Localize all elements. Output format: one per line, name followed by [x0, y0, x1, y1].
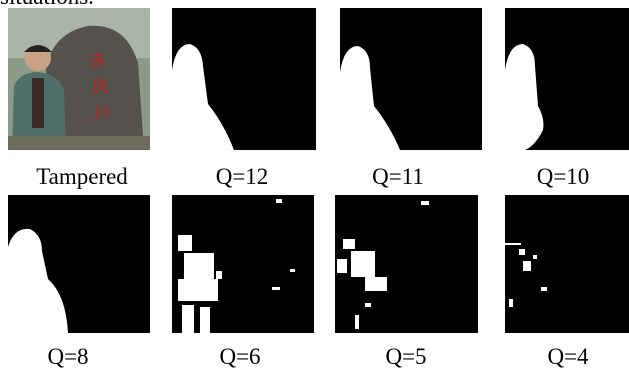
photo: 赤 凤 川 [8, 8, 150, 150]
caption: Q=10 [537, 164, 590, 189]
caption: Q=5 [385, 344, 426, 369]
figure: situations. 赤 凤 川 [0, 0, 629, 371]
mask [335, 195, 478, 333]
svg-text:赤: 赤 [90, 52, 106, 70]
caption: Q=11 [372, 164, 424, 189]
caption: Q=12 [216, 164, 269, 189]
mask [340, 8, 482, 150]
caption: Q=8 [47, 344, 88, 369]
mask [8, 195, 150, 333]
svg-text:凤: 凤 [92, 79, 108, 96]
svg-text:川: 川 [94, 105, 110, 122]
caption: Q=4 [547, 344, 589, 369]
top-text: situations. [0, 0, 94, 9]
mask [172, 8, 316, 150]
mask [505, 8, 629, 150]
mask [505, 195, 629, 333]
caption: Q=6 [219, 344, 260, 369]
caption: Tampered [36, 164, 128, 189]
page: situations. 赤 凤 川 [0, 0, 629, 371]
mask [172, 195, 314, 333]
